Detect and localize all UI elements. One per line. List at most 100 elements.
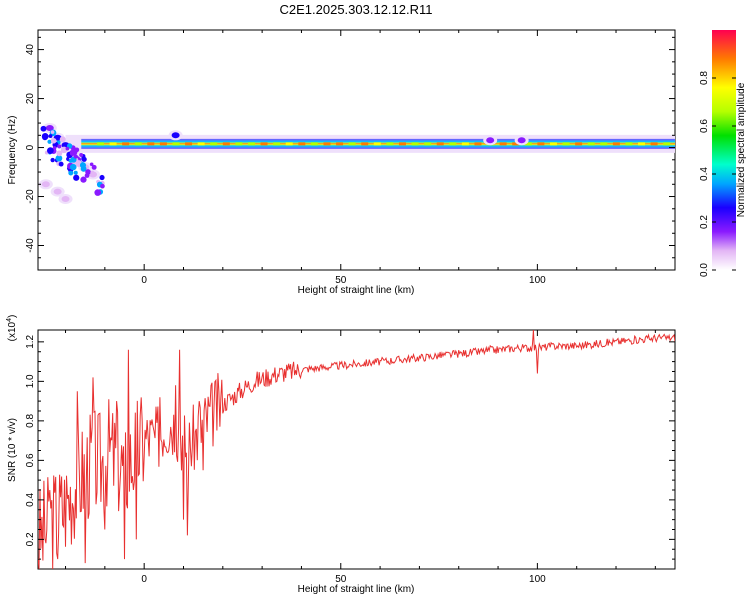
band-core xyxy=(537,142,545,146)
chart-title: C2E1.2025.303.12.12.R11 xyxy=(280,2,433,17)
spectrogram-axes: 0 50 100 -40 -20 0 20 40 xyxy=(25,30,675,286)
noise-spot xyxy=(100,183,105,189)
noise-spot xyxy=(90,170,95,176)
band-core xyxy=(96,142,104,146)
band-core xyxy=(562,142,570,146)
band-core xyxy=(524,142,532,146)
noise-spot xyxy=(89,162,94,167)
noise-spot xyxy=(73,170,78,175)
band-core xyxy=(638,142,646,146)
band-core xyxy=(461,142,469,146)
spectrogram-panel: 0 50 100 -40 -20 0 20 40 Height of straight lin… xyxy=(7,29,676,296)
spectrogram-ylabel: Frequency (Hz) xyxy=(7,116,18,185)
x-tick-label: 0 xyxy=(141,275,147,286)
band-core xyxy=(600,142,608,146)
band-core xyxy=(587,142,595,146)
band-core xyxy=(159,142,167,146)
y-tick-label: -40 xyxy=(25,238,36,253)
noise-spot xyxy=(80,176,87,183)
band-core xyxy=(222,142,230,146)
noise-spot xyxy=(69,150,76,156)
band-core xyxy=(549,142,557,146)
band-core xyxy=(122,142,130,146)
colorbar-gradient xyxy=(712,30,736,270)
band-core xyxy=(247,142,255,146)
spectral-feature xyxy=(41,181,50,188)
noise-spot xyxy=(55,154,63,162)
band-core xyxy=(298,142,306,146)
x-tick-label: 50 xyxy=(335,275,347,286)
colorbar-tick-label: 0.6 xyxy=(699,119,710,133)
band-core xyxy=(323,142,331,146)
colorbar: 0.0 0.2 0.4 0.6 0.8 Normalized spectral ampl… xyxy=(699,30,747,277)
y-tick-label: 0.8 xyxy=(25,413,36,427)
noise-spot xyxy=(85,169,91,175)
snr-multiplier-base: (x10 xyxy=(7,321,18,341)
noise-spot xyxy=(65,146,70,151)
band-core xyxy=(373,142,381,146)
colorbar-tick-label: 0.8 xyxy=(699,71,710,85)
x-tick-label: 50 xyxy=(335,574,347,585)
colorbar-tick-label: 0.4 xyxy=(699,167,710,181)
band-core xyxy=(512,142,520,146)
noise-spot xyxy=(57,144,62,149)
y-tick-label: 40 xyxy=(25,44,36,56)
y-tick-label: 0.4 xyxy=(25,492,36,506)
snr-xlabel: Height of straight line (km) xyxy=(298,584,415,595)
noise-spot xyxy=(50,137,57,144)
band-core xyxy=(449,142,457,146)
snr-panel: 0 50 100 0.2 0.4 0.6 0.8 1.0 1.2 Height of strai… xyxy=(6,315,676,595)
snr-multiplier-exp: 4 xyxy=(6,318,13,322)
band-core xyxy=(625,142,633,146)
y-tick-label: 0 xyxy=(25,144,36,150)
noise-spot xyxy=(79,162,87,169)
noise-spot xyxy=(68,158,73,163)
spectrogram-xlabel: Height of straight line (km) xyxy=(298,285,415,296)
x-tick-label: 0 xyxy=(141,574,147,585)
noise-spot xyxy=(73,174,80,181)
band-core xyxy=(134,142,142,146)
noise-spot xyxy=(41,132,49,140)
band-core xyxy=(336,142,344,146)
snr-axes: 0 50 100 0.2 0.4 0.6 0.8 1.0 1.2 xyxy=(25,330,675,585)
y-tick-label: 20 xyxy=(25,93,36,105)
spectrogram-image xyxy=(38,122,675,204)
band-core xyxy=(172,142,180,146)
noise-spot xyxy=(68,170,74,176)
band-core xyxy=(285,142,293,146)
band-core xyxy=(361,142,369,146)
band-core xyxy=(436,142,444,146)
band-core xyxy=(147,142,155,146)
noise-spot xyxy=(59,136,66,143)
band-core xyxy=(197,142,205,146)
snr-series-line xyxy=(38,330,675,569)
noise-spot xyxy=(50,157,55,163)
band-core xyxy=(386,142,394,146)
spectral-feature xyxy=(171,132,180,139)
noise-spot xyxy=(73,154,78,159)
spectral-feature xyxy=(53,188,62,195)
snr-multiplier-close: ) xyxy=(7,315,18,318)
colorbar-tick-label: 0.2 xyxy=(699,215,710,229)
band-core xyxy=(575,142,583,146)
noise-spot xyxy=(56,150,63,157)
snr-ylabel: SNR (10 * v/v) xyxy=(7,418,18,482)
noise-spot xyxy=(99,174,105,181)
band-core xyxy=(398,142,406,146)
band-core xyxy=(310,142,318,146)
spectral-feature xyxy=(486,137,495,144)
x-tick-label: 100 xyxy=(529,275,546,286)
noise-spot xyxy=(47,139,52,144)
band-core xyxy=(663,142,671,146)
colorbar-tick-label: 0.0 xyxy=(699,263,710,277)
noise-spot xyxy=(91,164,97,170)
noise-spot xyxy=(94,189,102,196)
band-core xyxy=(499,142,507,146)
noise-spot xyxy=(58,161,64,167)
y-tick-label: 1.2 xyxy=(25,334,36,348)
band-core xyxy=(650,142,658,146)
noise-spot xyxy=(74,147,80,153)
band-core xyxy=(210,142,218,146)
band-core xyxy=(235,142,243,146)
